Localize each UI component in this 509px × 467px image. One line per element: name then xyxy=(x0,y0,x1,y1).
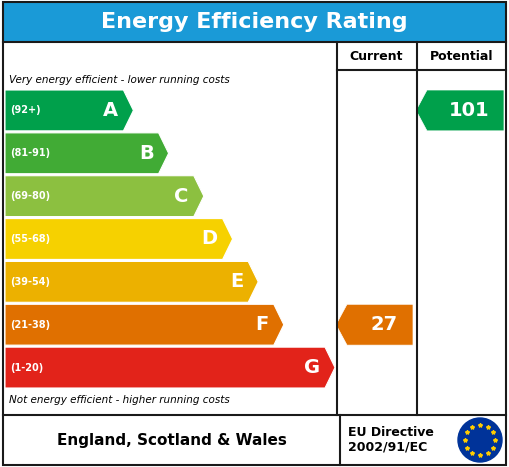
Text: F: F xyxy=(256,315,269,334)
Text: England, Scotland & Wales: England, Scotland & Wales xyxy=(56,432,287,447)
Text: 2002/91/EC: 2002/91/EC xyxy=(348,441,427,454)
Polygon shape xyxy=(336,304,413,345)
Text: 101: 101 xyxy=(449,101,490,120)
Text: G: G xyxy=(304,358,320,377)
Text: A: A xyxy=(103,101,119,120)
Text: (55-68): (55-68) xyxy=(10,234,50,244)
Text: D: D xyxy=(202,229,218,248)
Text: Potential: Potential xyxy=(430,50,493,63)
Polygon shape xyxy=(416,90,504,131)
Text: (92+): (92+) xyxy=(10,106,41,115)
Text: Not energy efficient - higher running costs: Not energy efficient - higher running co… xyxy=(9,395,230,405)
Polygon shape xyxy=(5,304,284,345)
Text: (81-91): (81-91) xyxy=(10,149,50,158)
Polygon shape xyxy=(5,90,133,131)
Bar xyxy=(3,2,506,42)
Text: EU Directive: EU Directive xyxy=(348,426,434,439)
Polygon shape xyxy=(5,347,335,388)
Text: Energy Efficiency Rating: Energy Efficiency Rating xyxy=(101,12,408,32)
Text: (21-38): (21-38) xyxy=(10,320,50,330)
Polygon shape xyxy=(5,262,258,302)
Text: Current: Current xyxy=(349,50,403,63)
Text: C: C xyxy=(175,187,189,205)
Text: 27: 27 xyxy=(371,315,398,334)
Ellipse shape xyxy=(458,418,502,462)
Polygon shape xyxy=(5,219,233,260)
Text: (1-20): (1-20) xyxy=(10,362,43,373)
Text: (39-54): (39-54) xyxy=(10,277,50,287)
Text: E: E xyxy=(230,272,243,291)
Text: Very energy efficient - lower running costs: Very energy efficient - lower running co… xyxy=(9,75,230,85)
Polygon shape xyxy=(5,176,204,217)
Text: B: B xyxy=(139,144,154,163)
Text: (69-80): (69-80) xyxy=(10,191,50,201)
Polygon shape xyxy=(5,133,168,174)
